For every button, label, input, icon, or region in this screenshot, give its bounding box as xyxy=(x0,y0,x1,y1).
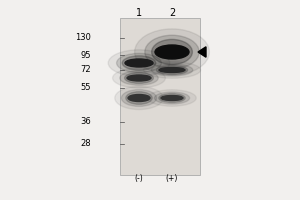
Ellipse shape xyxy=(120,71,158,85)
Polygon shape xyxy=(198,47,206,57)
Ellipse shape xyxy=(161,96,183,100)
Ellipse shape xyxy=(126,92,152,104)
Ellipse shape xyxy=(156,66,188,74)
Ellipse shape xyxy=(151,64,193,76)
Text: 36: 36 xyxy=(80,117,91,127)
Text: 95: 95 xyxy=(80,50,91,60)
Ellipse shape xyxy=(115,86,163,110)
Ellipse shape xyxy=(108,50,170,76)
Bar xyxy=(120,18,200,175)
Ellipse shape xyxy=(117,53,161,73)
Ellipse shape xyxy=(148,90,196,106)
Text: 2: 2 xyxy=(169,8,175,18)
Text: (-): (-) xyxy=(135,174,143,183)
Ellipse shape xyxy=(155,45,189,59)
Ellipse shape xyxy=(145,35,199,69)
Ellipse shape xyxy=(143,62,201,78)
Text: (+): (+) xyxy=(166,174,178,183)
Ellipse shape xyxy=(112,68,165,88)
Ellipse shape xyxy=(122,90,157,106)
Ellipse shape xyxy=(122,56,156,70)
Ellipse shape xyxy=(159,94,185,102)
Ellipse shape xyxy=(125,59,153,67)
Ellipse shape xyxy=(124,73,153,83)
Ellipse shape xyxy=(154,92,190,104)
Ellipse shape xyxy=(159,68,185,72)
Text: 55: 55 xyxy=(80,84,91,92)
Text: 28: 28 xyxy=(80,140,91,148)
Text: 72: 72 xyxy=(80,66,91,74)
Ellipse shape xyxy=(135,29,209,75)
Text: 1: 1 xyxy=(136,8,142,18)
Text: 130: 130 xyxy=(75,33,91,43)
Ellipse shape xyxy=(152,39,192,65)
Ellipse shape xyxy=(127,75,151,81)
Ellipse shape xyxy=(128,95,150,102)
